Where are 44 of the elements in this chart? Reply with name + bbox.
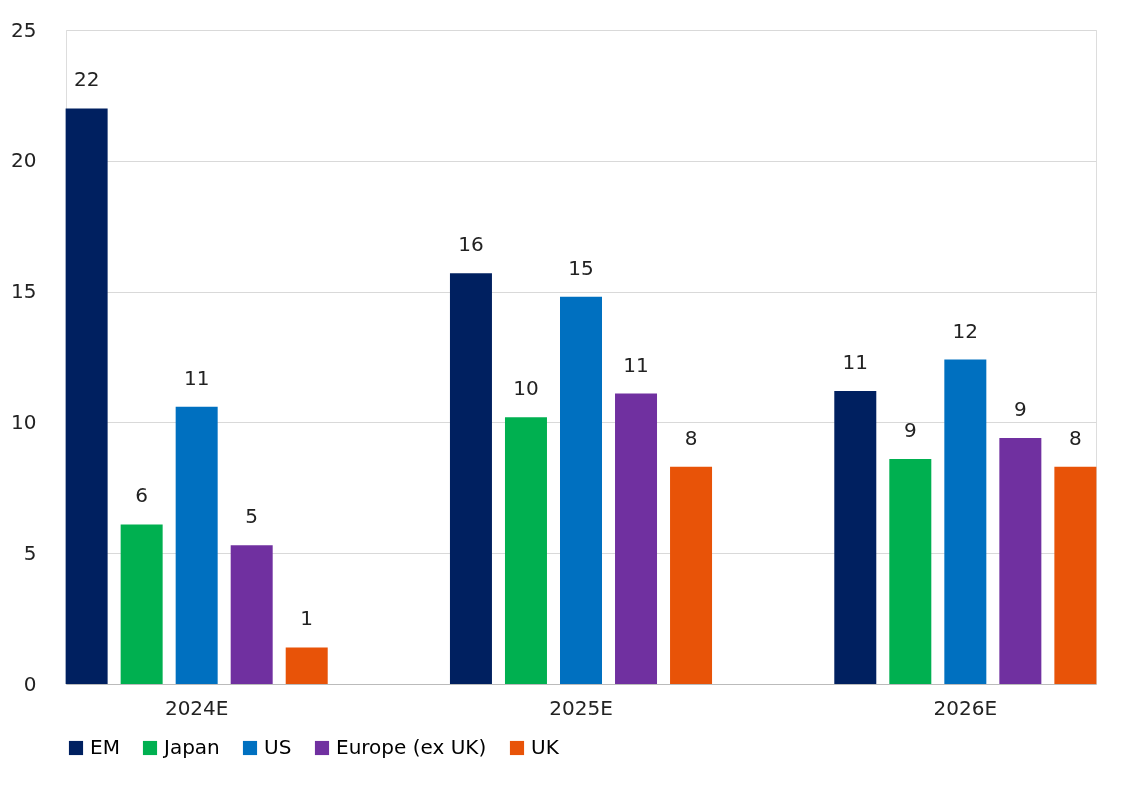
data-label: 11 <box>183 365 210 390</box>
data-label: 9 <box>903 418 917 443</box>
bar <box>65 108 108 684</box>
data-label: 9 <box>1013 397 1027 422</box>
y-tick-label: 20 <box>11 148 37 173</box>
y-tick-label: 5 <box>23 540 37 565</box>
y-tick-label: 15 <box>11 279 37 304</box>
bar <box>944 359 987 684</box>
data-label: 11 <box>623 352 649 377</box>
data-label: 11 <box>842 350 869 375</box>
legend-label: US <box>264 735 292 759</box>
y-tick-label: 25 <box>11 17 37 42</box>
data-label: 5 <box>245 504 259 529</box>
data-label: 10 <box>513 376 539 401</box>
bar <box>834 391 877 684</box>
bar <box>615 393 658 684</box>
bar <box>670 466 713 684</box>
x-tick-label: 2026E <box>933 695 998 720</box>
data-label: 12 <box>952 318 979 343</box>
bar <box>889 459 932 684</box>
legend-label: Europe (ex UK) <box>336 735 487 759</box>
bar <box>560 296 602 684</box>
data-label: 15 <box>568 255 594 280</box>
x-tick-label: 2024E <box>164 695 229 720</box>
bar <box>449 273 492 684</box>
data-label: 22 <box>73 67 100 92</box>
bar <box>504 417 547 684</box>
bar <box>285 647 328 684</box>
legend-label: EM <box>90 735 120 759</box>
bar <box>999 438 1042 684</box>
y-tick-label: 0 <box>23 671 37 696</box>
legend-label: Japan <box>162 735 220 759</box>
data-label: 8 <box>684 425 698 450</box>
data-label: 16 <box>458 232 484 257</box>
bar <box>175 406 218 684</box>
data-label: 8 <box>1069 425 1082 450</box>
bar <box>230 545 273 684</box>
y-tick-label: 10 <box>11 409 37 434</box>
data-label: 6 <box>135 483 149 508</box>
data-label: 1 <box>300 606 314 631</box>
x-tick-label: 2025E <box>549 695 613 720</box>
legend-label: UK <box>531 735 560 759</box>
bar <box>120 524 163 684</box>
bar <box>1054 466 1097 684</box>
